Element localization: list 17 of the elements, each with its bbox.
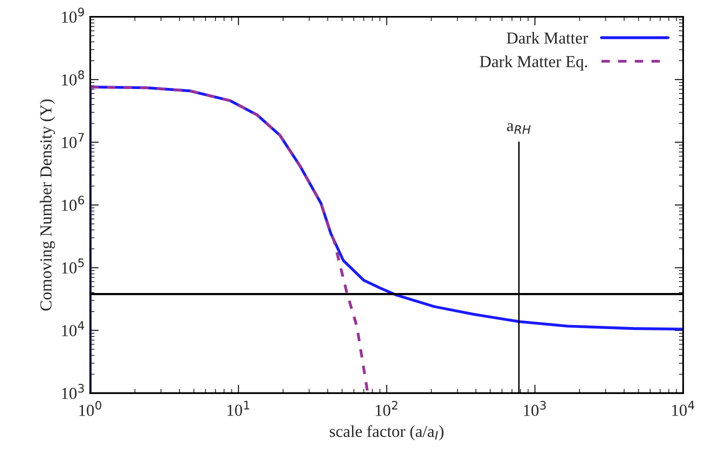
x-axis-title: scale factor (a/a$_{I}$): [330, 425, 444, 440]
y-tick-label: 10$^{6}$: [62, 196, 84, 211]
legend-label: Dark Matter Eq.: [480, 56, 588, 71]
x-tick-label: 10$^{0}$: [79, 400, 102, 416]
y-tick-label: 10$^{8}$: [62, 70, 84, 86]
y-tick-label: 10$^{4}$: [62, 321, 84, 336]
y-tick-label: 10$^{9}$: [62, 8, 84, 23]
y-axis-title: Comoving Number Density (Y): [40, 99, 55, 311]
y-tick-label: 10$^{7}$: [62, 133, 84, 148]
y-tick-label: 10$^{5}$: [62, 258, 84, 274]
x-tick-label: 10$^{4}$: [672, 400, 694, 416]
x-tick-label: 10$^{1}$: [228, 400, 250, 416]
y-tick-label: 10$^{3}$: [62, 384, 84, 400]
ref-line-label: a$_{RH}$: [507, 123, 531, 134]
x-tick-label: 10$^{3}$: [524, 400, 546, 416]
legend-label: Dark Matter: [506, 32, 588, 44]
x-tick-label: 10$^{2}$: [376, 400, 398, 416]
